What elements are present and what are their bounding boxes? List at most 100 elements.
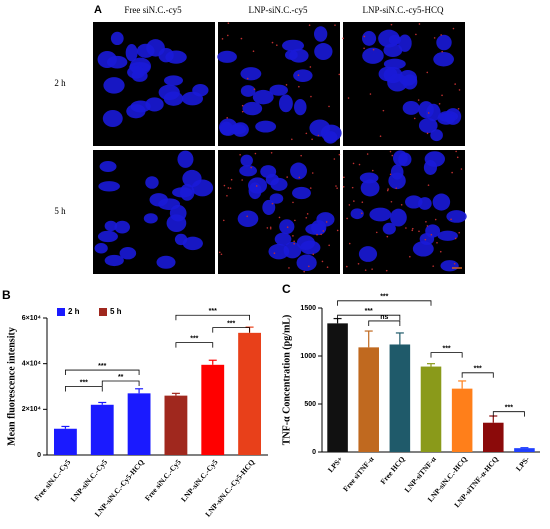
cy5-dot bbox=[440, 34, 442, 36]
legend-label: 5 h bbox=[110, 307, 122, 316]
nucleus bbox=[279, 219, 295, 235]
cy5-dot bbox=[222, 219, 225, 222]
y-tick-label: 0 bbox=[37, 452, 41, 459]
y-axis-label: TNF-α Concentration (pg/mL) bbox=[281, 315, 292, 446]
cy5-dot bbox=[451, 171, 453, 174]
nucleus bbox=[114, 220, 130, 234]
nucleus bbox=[360, 179, 380, 197]
x-tick-label: LNP-siN.C.-Cy5 bbox=[68, 457, 109, 503]
column-label: LNP-siN.C.-cy5 bbox=[249, 5, 308, 15]
cy5-dot bbox=[286, 226, 289, 228]
cy5-dot bbox=[363, 35, 366, 38]
cy5-dot bbox=[270, 152, 273, 154]
nucleus bbox=[362, 31, 377, 46]
cy5-dot bbox=[276, 44, 278, 47]
nucleus bbox=[182, 236, 203, 251]
significance-bracket bbox=[337, 300, 432, 306]
cy5-dot bbox=[361, 212, 363, 215]
cy5-dot bbox=[241, 110, 244, 113]
nucleus bbox=[350, 208, 364, 220]
nucleus bbox=[393, 150, 408, 166]
row-label: 2 h bbox=[54, 78, 66, 88]
cy5-dot bbox=[450, 218, 452, 221]
cy5-dot bbox=[246, 77, 249, 80]
nucleus bbox=[104, 220, 118, 232]
cy5-dot bbox=[338, 73, 341, 76]
legend-label: 2 h bbox=[68, 307, 80, 316]
nucleus bbox=[156, 255, 176, 269]
cy5-dot bbox=[226, 34, 229, 37]
cy5-dot bbox=[269, 226, 272, 229]
nucleus bbox=[412, 241, 434, 257]
nucleus bbox=[390, 164, 404, 180]
cy5-dot bbox=[325, 221, 328, 223]
significance-label: *** bbox=[380, 294, 388, 301]
cy5-dot bbox=[328, 105, 330, 108]
y-tick-label: 4×10⁴ bbox=[22, 361, 42, 368]
cy5-dot bbox=[312, 253, 315, 256]
cy5-dot bbox=[278, 216, 281, 219]
significance-label: *** bbox=[190, 336, 198, 343]
nucleus bbox=[127, 65, 145, 79]
nucleus bbox=[165, 50, 187, 64]
nucleus bbox=[191, 179, 214, 197]
cy5-dot bbox=[387, 188, 389, 190]
nucleus bbox=[423, 160, 438, 175]
nucleus bbox=[405, 195, 423, 209]
nucleus bbox=[433, 51, 454, 67]
cy5-dot bbox=[346, 217, 348, 220]
cy5-dot bbox=[311, 172, 314, 174]
nucleus bbox=[240, 154, 253, 167]
cy5-dot bbox=[363, 47, 365, 50]
nucleus bbox=[437, 112, 456, 125]
cy5-dot bbox=[425, 221, 427, 223]
nucleus bbox=[179, 183, 195, 201]
cy5-dot bbox=[285, 84, 288, 86]
nucleus bbox=[323, 131, 338, 144]
nucleus bbox=[181, 91, 204, 106]
bar bbox=[327, 323, 348, 452]
nucleus bbox=[97, 230, 118, 243]
cy5-dot bbox=[436, 241, 438, 244]
significance-label: *** bbox=[442, 345, 450, 352]
x-tick-label: Free HCQ bbox=[378, 454, 406, 485]
cy5-dot bbox=[426, 132, 429, 135]
nucleus bbox=[177, 150, 194, 168]
cy5-dot bbox=[369, 93, 372, 95]
cy5-dot bbox=[409, 255, 411, 258]
cy5-dot bbox=[246, 215, 248, 218]
panel-label: C bbox=[282, 282, 291, 296]
cy5-dot bbox=[239, 154, 241, 156]
cy5-dot bbox=[391, 154, 394, 157]
nucleus bbox=[143, 213, 158, 224]
nucleus bbox=[102, 109, 123, 127]
nucleus bbox=[145, 176, 159, 189]
significance-label: ** bbox=[118, 374, 124, 381]
nucleus bbox=[283, 241, 302, 259]
nucleus bbox=[99, 161, 117, 173]
nucleus bbox=[289, 48, 309, 63]
nucleus bbox=[311, 220, 327, 236]
cy5-dot bbox=[298, 176, 301, 179]
cy5-dot bbox=[426, 225, 429, 227]
significance-label: *** bbox=[474, 366, 482, 373]
significance-bracket bbox=[430, 352, 463, 358]
nucleus bbox=[240, 67, 262, 81]
nucleus bbox=[314, 43, 333, 61]
cy5-dot bbox=[252, 50, 255, 53]
column-label: LNP-siN.C.-cy5-HCQ bbox=[363, 5, 444, 15]
cy5-dot bbox=[390, 23, 393, 26]
nucleus bbox=[252, 89, 274, 105]
cy5-dot bbox=[266, 227, 269, 229]
microscopy-grid bbox=[93, 22, 467, 274]
nucleus bbox=[398, 34, 412, 52]
cy5-dot bbox=[458, 231, 461, 234]
cy5-dot bbox=[426, 71, 429, 74]
cy5-dot bbox=[427, 184, 430, 186]
x-tick-label: Free siN.C.-Cy5 bbox=[32, 457, 72, 502]
nucleus bbox=[145, 97, 164, 112]
nucleus bbox=[432, 193, 451, 211]
bar bbox=[90, 404, 114, 455]
y-tick-label: 1000 bbox=[300, 353, 316, 360]
